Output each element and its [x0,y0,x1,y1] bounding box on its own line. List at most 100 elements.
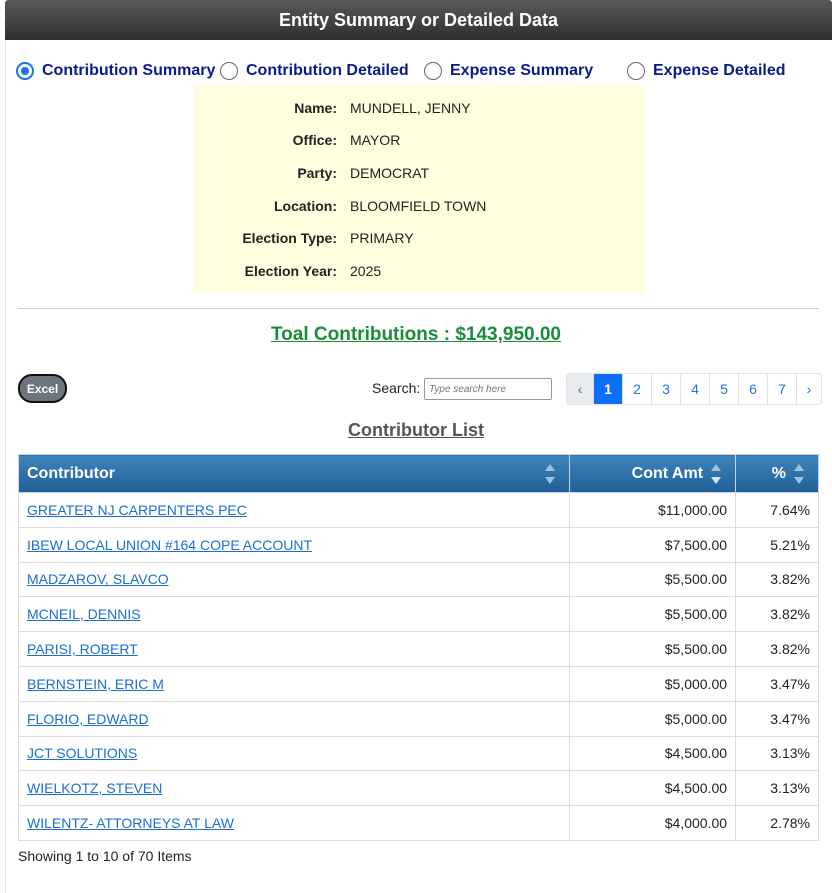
page-button-2[interactable]: 2 [622,374,651,404]
amount-cell: $4,500.00 [569,735,737,772]
column-header-label[interactable]: Contributor [27,464,115,482]
entity-location-row: Location: BLOOMFIELD TOWN [194,198,644,218]
contributor-link[interactable]: BERNSTEIN, ERIC M [27,675,164,692]
contributor-cell: FLORIO, EDWARD [17,700,571,737]
page-button-4[interactable]: 4 [680,374,709,404]
amount-cell: $5,000.00 [569,700,737,737]
radio-expense-summary[interactable]: Expense Summary [424,60,593,82]
contributor-cell: GREATER NJ CARPENTERS PEC [17,492,571,528]
column-header-label[interactable]: Cont Amt [631,464,704,482]
percent-cell: 3.47% [735,665,819,702]
sort-icon[interactable] [794,464,804,484]
contributor-link[interactable]: WILENTZ- ATTORNEYS AT LAW [27,815,234,832]
entity-name-value: MUNDELL, JENNY [350,100,471,116]
table-row: PARISI, ROBERT $5,500.00 3.82% [17,631,819,667]
percent-cell: 3.82% [735,596,819,633]
field-label: Election Type: [242,230,337,246]
entity-election-type-value: PRIMARY [350,230,414,246]
divider [18,308,819,309]
contributor-cell: JCT SOLUTIONS [17,735,571,772]
page-button-5[interactable]: 5 [709,374,738,404]
table-row: JCT SOLUTIONS $4,500.00 3.13% [17,735,819,772]
radio-unchecked-icon[interactable] [220,62,238,80]
contributor-cell: WIELKOTZ, STEVEN [17,770,571,807]
column-header-label[interactable]: % [771,464,786,482]
page-header: Entity Summary or Detailed Data [5,0,832,40]
pagination-summary: Showing 1 to 10 of 70 Items [18,848,192,864]
percent-cell: 3.82% [735,631,819,667]
pagination-prev-button[interactable]: ‹ [567,374,593,404]
field-label: Party: [297,165,337,181]
percent-cell: 2.78% [735,805,819,841]
table-row: WIELKOTZ, STEVEN $4,500.00 3.13% [17,770,819,807]
radio-checked-icon[interactable] [16,62,34,80]
entity-election-type-row: Election Type: PRIMARY [194,230,644,250]
entity-office-row: Office: MAYOR [194,132,644,152]
radio-unchecked-icon[interactable] [627,62,645,80]
column-header-percent[interactable]: % [735,454,819,493]
percent-cell: 7.64% [735,492,819,528]
pagination-next-button[interactable]: › [796,374,821,404]
radio-label[interactable]: Contribution Detailed [246,62,409,79]
contributor-cell: WILENTZ- ATTORNEYS AT LAW [17,805,571,841]
percent-cell: 3.13% [735,770,819,807]
amount-cell: $5,500.00 [569,631,737,667]
excel-export-button[interactable]: Excel [18,374,67,403]
contributor-link[interactable]: WIELKOTZ, STEVEN [27,780,163,797]
page-title: Entity Summary or Detailed Data [278,10,559,30]
page-button-7[interactable]: 7 [767,374,796,404]
table-row: MCNEIL, DENNIS $5,500.00 3.82% [17,596,819,633]
contributor-cell: MADZAROV, SLAVCO [17,561,571,598]
page-button-1[interactable]: 1 [593,374,622,404]
amount-cell: $4,500.00 [569,770,737,807]
contributor-table: Contributor Cont Amt % GREATER NJ CARPEN… [17,454,819,841]
sort-icon[interactable] [545,464,556,484]
contributor-link[interactable]: MCNEIL, DENNIS [27,606,141,623]
page-button-3[interactable]: 3 [651,374,680,404]
entity-party-value: DEMOCRAT [350,165,430,181]
field-label: Location: [274,198,337,214]
field-label: Election Year: [244,263,337,279]
entity-location-value: BLOOMFIELD TOWN [350,198,487,214]
entity-office-value: MAYOR [350,132,401,148]
amount-cell: $5,000.00 [569,665,737,702]
entity-election-year-value: 2025 [350,263,382,279]
table-row: MADZAROV, SLAVCO $5,500.00 3.82% [17,561,819,598]
amount-cell: $11,000.00 [569,492,737,528]
contributor-link[interactable]: MADZAROV, SLAVCO [27,571,169,588]
table-row: WILENTZ- ATTORNEYS AT LAW $4,000.00 2.78… [17,805,819,841]
contributor-link[interactable]: GREATER NJ CARPENTERS PEC [27,501,247,518]
radio-label[interactable]: Expense Detailed [653,62,786,79]
contributor-link[interactable]: JCT SOLUTIONS [27,745,138,762]
page-button-6[interactable]: 6 [738,374,767,404]
contributor-link[interactable]: IBEW LOCAL UNION #164 COPE ACCOUNT [27,536,312,553]
radio-label[interactable]: Contribution Summary [42,62,216,79]
column-header-amount[interactable]: Cont Amt [569,454,737,493]
contributor-cell: BERNSTEIN, ERIC M [17,665,571,702]
contributor-cell: PARISI, ROBERT [17,631,571,667]
radio-contribution-summary[interactable]: Contribution Summary [16,60,215,82]
percent-cell: 3.82% [735,561,819,598]
contributor-link[interactable]: PARISI, ROBERT [27,641,138,658]
radio-expense-detailed[interactable]: Expense Detailed [627,60,786,82]
radio-contribution-detailed[interactable]: Contribution Detailed [220,60,409,82]
search-input[interactable] [424,378,552,400]
column-header-contributor[interactable]: Contributor [17,454,571,493]
percent-cell: 5.21% [735,526,819,563]
radio-unchecked-icon[interactable] [424,62,442,80]
radio-label[interactable]: Expense Summary [450,62,594,79]
field-label: Office: [292,132,337,148]
contributor-list-title: Contributor List [348,420,484,440]
contributor-link[interactable]: FLORIO, EDWARD [27,710,149,727]
percent-cell: 3.47% [735,700,819,737]
pagination: ‹ 1 2 3 4 5 6 7 › [566,373,822,405]
panel-border [5,40,6,893]
amount-cell: $4,000.00 [569,805,737,841]
table-row: GREATER NJ CARPENTERS PEC $11,000.00 7.6… [17,492,819,528]
sort-desc-icon[interactable] [711,464,722,484]
table-row: BERNSTEIN, ERIC M $5,000.00 3.47% [17,665,819,702]
percent-cell: 3.13% [735,735,819,772]
entity-party-row: Party: DEMOCRAT [194,165,644,185]
table-row: FLORIO, EDWARD $5,000.00 3.47% [17,700,819,737]
amount-cell: $5,500.00 [569,596,737,633]
